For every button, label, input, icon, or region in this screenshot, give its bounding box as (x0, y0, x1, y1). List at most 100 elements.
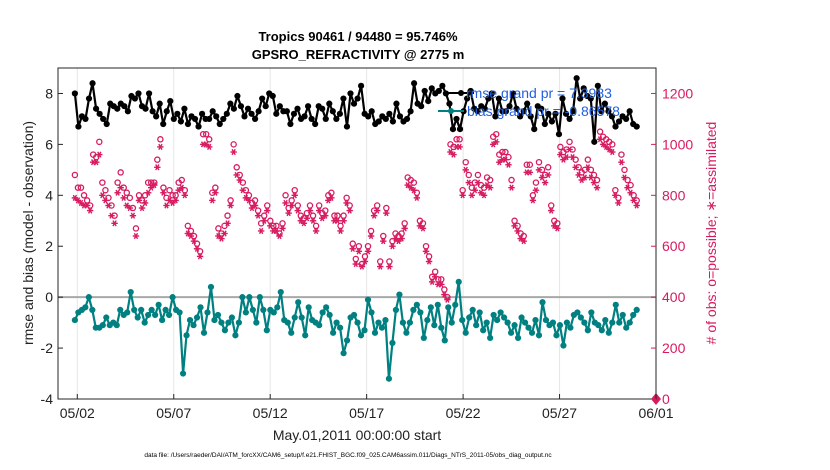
bias-point (507, 329, 515, 336)
assimilated-obs-point (294, 207, 301, 214)
assimilated-obs-point (389, 243, 396, 250)
possible-obs-point (294, 202, 302, 209)
rmse-point (262, 103, 269, 110)
rmse-point (184, 120, 192, 128)
bias-point (452, 301, 459, 308)
bias-point (176, 309, 183, 316)
assimilated-obs-point (431, 273, 439, 280)
bias-point (343, 337, 351, 344)
bias-point (193, 314, 201, 321)
bias-point (99, 322, 106, 329)
assimilated-obs-point (221, 230, 228, 237)
y-left-tick-label: -2 (41, 340, 54, 356)
bias-point (364, 296, 372, 303)
assimilated-obs-point (251, 202, 259, 209)
bias-point (270, 309, 277, 316)
rmse-point (502, 108, 510, 115)
assimilated-obs-point (480, 192, 488, 199)
y-left-tick-label: 0 (45, 289, 53, 305)
possible-obs-point (80, 192, 88, 199)
bias-point (225, 319, 232, 326)
rmse-point (357, 82, 365, 89)
assimilated-obs-point (212, 189, 219, 196)
bias-point (497, 309, 504, 316)
legend-rmse-label: rmse grand pr = 7.3983 (466, 85, 612, 101)
rmse-point (382, 115, 389, 123)
rmse-point (174, 110, 181, 117)
assimilated-obs-point (441, 291, 448, 298)
bias-point (392, 306, 400, 313)
assimilated-obs-point (438, 281, 445, 288)
bias-point (525, 324, 532, 331)
assimilated-obs-point (276, 232, 283, 240)
bias-point (577, 314, 584, 321)
assimilated-obs-point (596, 136, 604, 143)
assimilated-obs-point (544, 171, 552, 179)
assimilated-obs-point (236, 176, 243, 184)
assimilated-obs-point (328, 194, 335, 201)
bias-point (396, 291, 403, 298)
x-axis-label: May.01,2011 00:00:00 start (273, 427, 441, 443)
rmse-point (403, 115, 411, 123)
bias-point (473, 322, 480, 329)
bias-point (633, 306, 640, 313)
possible-obs-point (144, 179, 152, 186)
rmse-point (248, 110, 255, 117)
rmse-point (92, 105, 100, 112)
rmse-point (580, 85, 587, 92)
assimilated-obs-point (187, 232, 195, 240)
assimilated-obs-point (584, 164, 592, 171)
assimilated-obs-point (282, 199, 289, 207)
x-tick-label: 06/01 (638, 405, 673, 421)
assimilated-obs-point (315, 207, 323, 214)
rmse-point (375, 118, 382, 125)
assimilated-obs-point (300, 220, 308, 227)
bias-point (232, 332, 239, 339)
rmse-point (389, 118, 396, 125)
bias-point (494, 316, 501, 324)
y-left-tick-label: 4 (45, 187, 53, 203)
rmse-point (131, 95, 139, 102)
assimilated-obs-point (120, 194, 127, 201)
rmse-point (89, 80, 96, 87)
possible-obs-point (425, 253, 433, 260)
bias-point (127, 288, 134, 296)
possible-obs-point (355, 242, 363, 250)
assimilated-obs-point (373, 207, 381, 214)
assimilated-obs-point (590, 179, 598, 186)
assimilated-obs-point (563, 153, 570, 161)
chart-title-line1: Tropics 90461 / 94480 = 95.746% (258, 29, 458, 44)
bias-point (431, 322, 438, 329)
bias-point (368, 309, 375, 316)
y-left-tick-label: 2 (45, 238, 53, 254)
y-right-tick-label: 200 (662, 340, 686, 356)
rmse-point (562, 110, 570, 117)
bias-point (434, 301, 441, 308)
assimilated-obs-point (267, 222, 274, 229)
rmse-point (601, 100, 609, 107)
rmse-point (435, 87, 442, 95)
bias-point (169, 294, 176, 301)
possible-obs-point (135, 192, 143, 199)
bias-point (556, 322, 564, 329)
possible-obs-point (340, 212, 347, 219)
bias-point (155, 301, 162, 308)
bias-point (532, 316, 539, 324)
assimilated-obs-point (273, 227, 280, 235)
assimilated-obs-point (285, 210, 292, 217)
possible-obs-point (74, 184, 82, 191)
rmse-point (255, 108, 262, 115)
assimilated-obs-point (471, 187, 479, 194)
rmse-point (230, 105, 237, 112)
bias-point (246, 294, 253, 301)
assimilated-obs-point (538, 174, 546, 181)
assimilated-obs-point (218, 235, 225, 242)
rmse-point (177, 118, 184, 125)
possible-obs-point (431, 268, 439, 275)
rmse-point (492, 113, 499, 120)
rmse-point (396, 113, 404, 120)
possible-obs-point (499, 148, 506, 156)
rmse-point (163, 108, 170, 115)
rmse-point (538, 105, 545, 112)
assimilated-obs-point (554, 225, 561, 232)
